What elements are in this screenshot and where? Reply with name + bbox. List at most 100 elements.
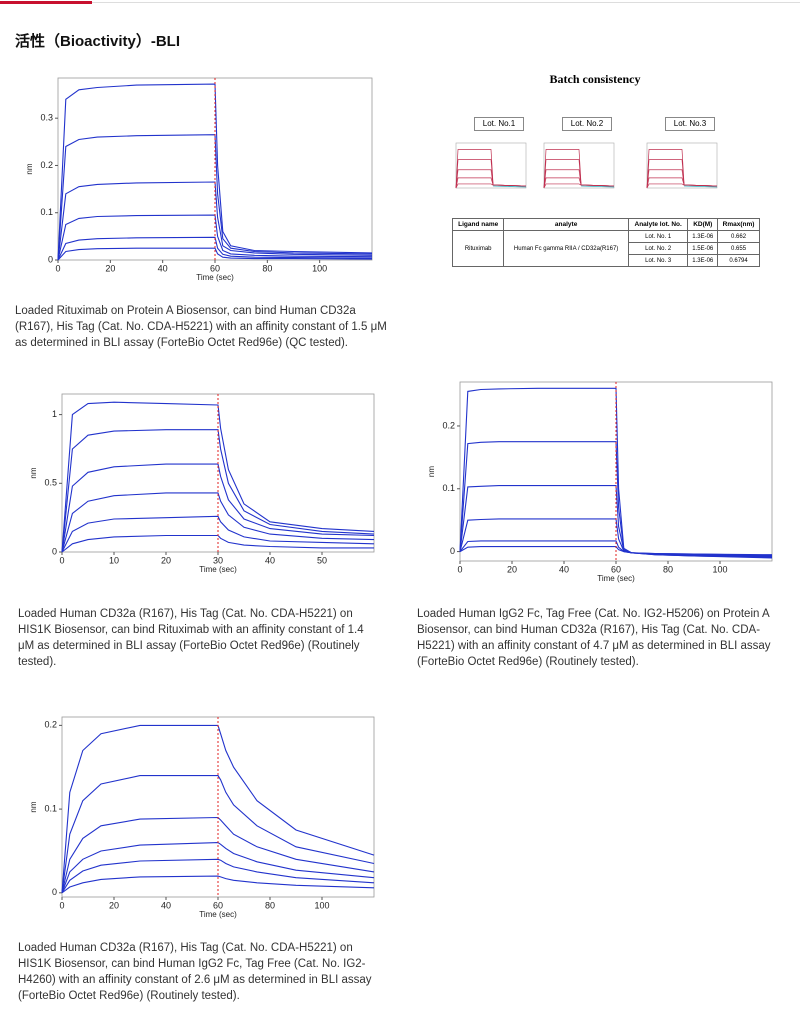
x-tick-label: 30: [213, 555, 223, 565]
plot-frame: [61, 393, 375, 553]
mini-chart: [543, 142, 615, 189]
mini-tail: [684, 185, 718, 188]
x-tick-label: 20: [507, 564, 517, 574]
y-tick-label: 0.1: [442, 483, 455, 493]
y-tick-label: 0.1: [44, 803, 57, 813]
response-curve: [61, 858, 375, 894]
x-tick-label: 20: [109, 900, 119, 910]
response-curve: [61, 429, 375, 553]
caption: Loaded Human CD32a (R167), His Tag (Cat.…: [18, 942, 372, 1002]
y-tick-label: 0: [52, 887, 57, 897]
y-axis-label: nm: [427, 466, 436, 477]
response-curve: [61, 724, 375, 893]
mini-chart: [455, 142, 527, 189]
response-curve: [459, 546, 773, 556]
mini-frame: [646, 142, 718, 189]
table-cell: Human Fc gamma RIIA / CD32a(R167): [503, 230, 629, 267]
y-tick-label: 0: [48, 254, 53, 264]
mini-curve: [543, 149, 615, 189]
x-tick-label: 60: [611, 564, 621, 574]
x-tick-label: 0: [59, 900, 64, 910]
y-tick-label: 0.1: [40, 207, 53, 217]
x-tick-label: 80: [265, 900, 275, 910]
y-tick-label: 0.2: [44, 720, 57, 730]
x-tick-label: 0: [59, 555, 64, 565]
table-cell: Lot. No. 1: [627, 230, 689, 243]
response-curve: [61, 534, 374, 553]
x-tick-label: 40: [559, 564, 569, 574]
x-axis-label: Time (sec): [597, 574, 635, 583]
table-cell: 0.655: [717, 242, 760, 255]
x-tick-label: 100: [712, 564, 727, 574]
table-cell: 0.662: [717, 230, 760, 243]
response-curve: [57, 247, 373, 261]
x-tick-label: 0: [55, 263, 60, 273]
table-cell: analyte: [503, 218, 629, 231]
response-curve: [459, 441, 773, 558]
mini-chart: [646, 142, 718, 189]
x-tick-label: 40: [265, 555, 275, 565]
x-tick-label: 60: [213, 900, 223, 910]
caption: Loaded Rituximab on Protein A Biosensor,…: [15, 305, 387, 349]
caption: Loaded Human CD32a (R167), His Tag (Cat.…: [18, 608, 364, 668]
y-tick-label: 0.2: [442, 420, 455, 430]
x-tick-label: 20: [105, 263, 115, 273]
batch-table: Ligand name analyte Analyte lot. No. KD(M) R…: [451, 218, 760, 267]
response-curve: [61, 816, 375, 893]
batch-title: Batch consistency: [549, 72, 641, 86]
table-cell: 0.6794: [717, 254, 760, 267]
response-curve: [61, 875, 375, 894]
response-curve: [61, 515, 375, 553]
caption: Loaded Human IgG2 Fc, Tag Free (Cat. No.…: [417, 608, 771, 668]
x-tick-label: 60: [210, 263, 220, 273]
x-tick-label: 80: [663, 564, 673, 574]
x-tick-label: 80: [262, 263, 272, 273]
response-curve: [61, 775, 375, 893]
response-curve: [61, 842, 375, 893]
table-cell: Lot. No. 3: [627, 254, 689, 267]
top-rule: [0, 2, 800, 3]
table-cell: 1.3E-06: [687, 230, 719, 243]
y-tick-label: 1: [52, 409, 57, 419]
response-curve: [61, 463, 375, 553]
y-tick-label: 0: [52, 546, 57, 556]
lot-label: Lot. No.1: [474, 117, 524, 131]
x-axis-label: Time (sec): [199, 910, 237, 919]
response-curve: [459, 387, 773, 559]
x-tick-label: 10: [109, 555, 119, 565]
response-curve: [57, 181, 373, 261]
table-cell: 1.5E-06: [687, 242, 719, 255]
x-axis-label: Time (sec): [196, 273, 234, 282]
x-tick-label: 0: [457, 564, 462, 574]
section-title: 活性（Bioactivity）-BLI: [15, 33, 181, 50]
response-curve: [61, 492, 375, 553]
y-tick-label: 0.5: [44, 478, 57, 488]
response-curve: [61, 401, 375, 553]
lot-label: Lot. No.2: [562, 117, 612, 131]
mini-frame: [455, 142, 527, 189]
y-axis-label: nm: [29, 467, 38, 478]
x-tick-label: 20: [161, 555, 171, 565]
x-tick-label: 100: [314, 900, 329, 910]
response-curve: [57, 134, 373, 261]
lot-label: Lot. No.3: [665, 117, 715, 131]
y-axis-label: nm: [25, 163, 34, 174]
response-curve: [459, 518, 773, 557]
y-tick-label: 0.2: [40, 160, 53, 170]
y-axis-label: nm: [29, 801, 38, 812]
response-curve: [57, 83, 373, 261]
y-tick-label: 0.3: [40, 113, 53, 123]
x-tick-label: 40: [161, 900, 171, 910]
table-cell: Rituximab: [451, 230, 505, 267]
x-tick-label: 50: [317, 555, 327, 565]
table-cell: Ligand name: [451, 218, 505, 231]
table-cell: 1.3E-06: [687, 254, 719, 267]
x-tick-label: 100: [312, 263, 327, 273]
mini-tail: [581, 185, 615, 188]
table-cell: Analyte lot. No.: [627, 218, 689, 231]
mini-curve: [455, 149, 527, 189]
table-cell: Lot. No. 2: [627, 242, 689, 255]
y-tick-label: 0: [450, 546, 455, 556]
